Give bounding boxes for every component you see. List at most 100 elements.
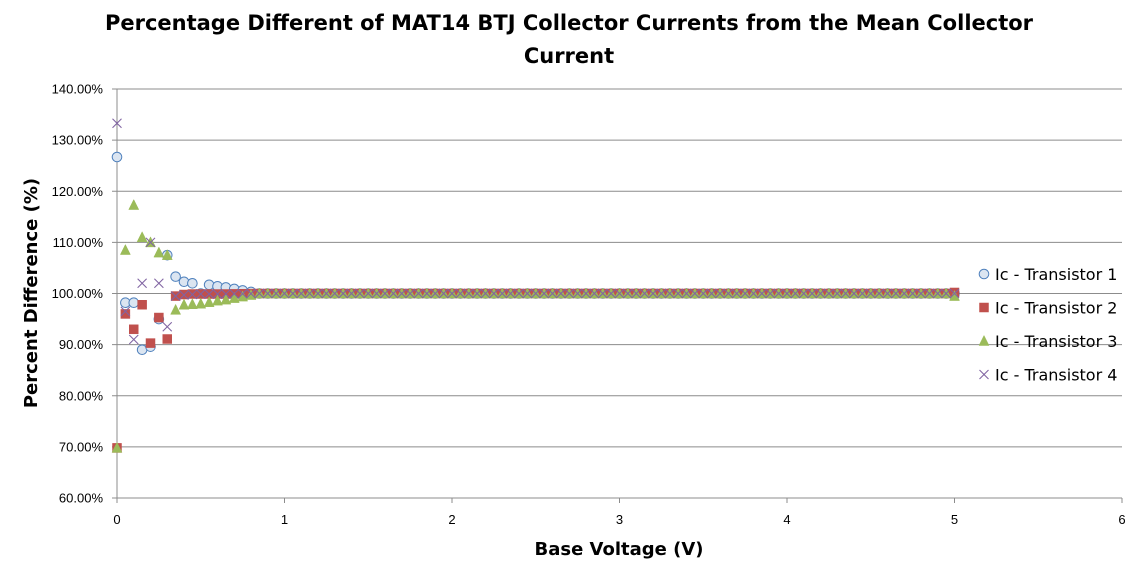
x-marker-stroke [840,288,851,299]
data-point [170,271,181,282]
data-point [514,288,524,299]
x-marker-stroke [782,288,792,299]
data-point [756,288,767,299]
x-marker-stroke [363,288,374,299]
x-marker-stroke [740,288,751,299]
data-point [228,292,240,303]
data-point [798,288,809,299]
x-marker-stroke [539,288,550,299]
data-point [899,288,910,299]
x-marker-stroke [773,288,784,299]
x-marker-stroke [874,288,885,299]
data-point [153,246,165,258]
x-axis-title: Base Voltage (V) [534,539,703,560]
x-marker-stroke [212,289,223,299]
x-marker-stroke [405,288,416,299]
x-marker-stroke [706,288,717,299]
data-point [916,288,926,299]
x-marker-stroke [673,288,684,299]
data-point [773,288,784,299]
x-marker-stroke [497,288,508,299]
data-point [237,288,248,299]
data-point [111,441,123,453]
data-point [430,288,441,299]
x-marker-stroke [396,288,407,299]
x-tick-label: 6 [1118,512,1125,527]
x-marker-stroke [979,369,989,380]
data-point [731,288,742,299]
x-marker-stroke [455,288,466,299]
data-point [195,297,207,309]
data-point [212,294,223,306]
data-point [597,288,608,299]
x-marker-stroke [614,288,625,299]
data-point [815,288,826,299]
data-point [715,288,725,299]
data-point [187,289,198,300]
data-point [706,288,717,299]
data-point [790,288,801,299]
x-marker-stroke [128,334,139,345]
x-marker-stroke [145,237,156,248]
x-marker-stroke [832,288,843,299]
x-marker-stroke [689,288,700,299]
x-marker-stroke [220,289,231,299]
data-point [396,288,407,299]
data-point [698,288,709,299]
data-point [137,278,148,289]
data-point [161,249,173,260]
x-marker-stroke [564,288,575,299]
x-marker-stroke [899,288,910,299]
data-point [555,288,566,299]
x-tick-label: 3 [616,512,623,527]
data-point [857,288,868,299]
data-point [112,118,122,129]
x-marker-stroke [798,288,809,299]
x-marker-stroke [522,288,533,299]
data-point [924,288,935,299]
data-point [723,288,734,299]
x-axis-ticks: 0 1 2 3 4 5 6 [113,498,1126,527]
series-4 [112,118,960,345]
data-point [539,288,550,299]
x-tick-label: 2 [448,512,455,527]
x-marker-stroke [681,288,692,299]
data-point [287,288,298,299]
x-marker-stroke [865,288,876,299]
series-1 [111,151,960,356]
x-marker-stroke [622,288,633,299]
x-marker-stroke [639,288,650,299]
y-axis-ticks: 60.00% 70.00% 80.00% 90.00% 100.00% 110.00% 12… [52,82,117,506]
legend: Ic - Transistor 1 Ic - Transistor 2 Ic - T… [978,265,1117,385]
data-point [823,288,834,299]
data-point [220,289,231,299]
x-marker-stroke [430,288,441,299]
x-marker-stroke [179,290,189,300]
data-point [313,288,323,299]
y-tick-label: 110.00% [53,235,104,250]
series-3 [111,198,960,453]
data-point [455,288,466,299]
x-marker-stroke [715,288,725,299]
x-marker-stroke [488,288,499,299]
data-point [187,277,198,289]
data-point [129,324,139,335]
x-marker-stroke [279,288,290,299]
data-point [639,288,650,299]
data-point [572,288,583,299]
chart-title-line-1: Percentage Different of MAT14 BTJ Collec… [105,11,1034,35]
x-marker-stroke [354,288,365,299]
x-marker-stroke [304,288,315,299]
x-marker-stroke [371,288,382,299]
x-marker-stroke [581,288,591,299]
x-marker-stroke [346,288,357,299]
data-point [606,288,617,299]
x-marker-stroke [287,288,298,299]
data-point [195,289,206,299]
x-marker-stroke [924,288,935,299]
data-point [832,288,843,299]
x-marker-stroke [941,288,952,299]
x-marker-stroke [120,306,131,317]
x-marker-stroke [589,288,600,299]
